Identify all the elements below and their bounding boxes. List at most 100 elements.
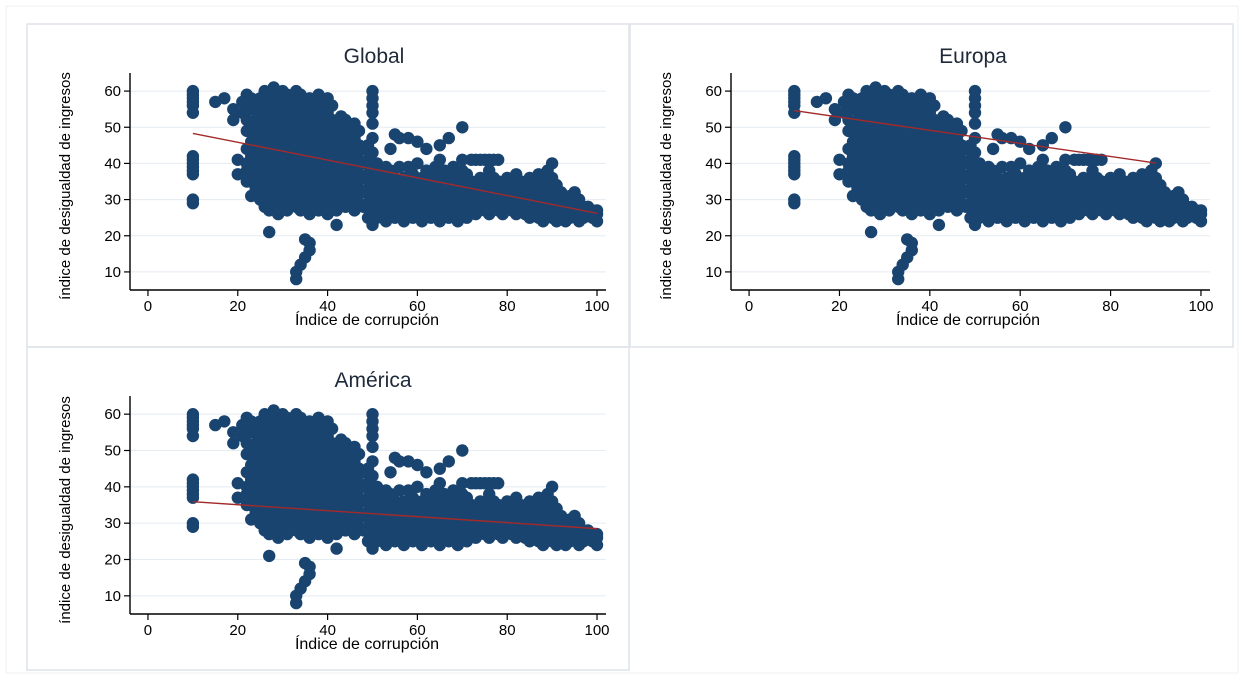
global-y-tick-label: 10 — [104, 264, 121, 281]
global-y-tick-label: 40 — [104, 155, 121, 172]
europa-scatter-point — [1036, 153, 1050, 166]
america-scatter-point — [456, 444, 469, 457]
europa-scatter-point — [928, 99, 941, 112]
global-y-tick-label: 30 — [104, 192, 121, 209]
europa-scatter-point — [788, 150, 801, 163]
europa-scatter-point — [1149, 157, 1163, 170]
global-scatter-point — [186, 150, 200, 163]
global-scatter-point — [366, 117, 379, 130]
europa-scatter-point — [864, 225, 878, 239]
europa-y-tick-label: 50 — [705, 119, 722, 136]
global-scatter-point — [411, 135, 424, 148]
global-scatter-point — [366, 84, 379, 98]
global-x-tick-label: 0 — [144, 298, 152, 315]
panel-america-y-label: índice de desigualdad de ingresos — [57, 396, 74, 624]
america-scatter-point — [366, 469, 379, 483]
global-scatter-point — [420, 142, 433, 156]
america-scatter-point — [352, 447, 366, 461]
global-x-tick-label: 40 — [319, 298, 336, 315]
europa-scatter-point — [1045, 131, 1059, 145]
europa-scatter-point — [1014, 157, 1027, 170]
america-scatter-point — [366, 440, 379, 454]
america-scatter-point — [366, 408, 379, 421]
global-scatter-point — [186, 193, 200, 206]
global-scatter-point — [330, 218, 343, 232]
america-y-tick-label: 30 — [104, 515, 121, 532]
europa-y-tick-label: 20 — [705, 228, 722, 245]
america-scatter-point — [545, 480, 559, 493]
global-scatter-point — [218, 92, 231, 105]
america-scatter-point — [590, 527, 604, 541]
global-scatter-point — [303, 236, 316, 250]
europa-scatter-point — [788, 193, 801, 206]
panel-europa-plot-area: 10 20 30 40 50 60 0 20 40 60 80 100 — [705, 73, 1213, 315]
america-scatter-point — [263, 549, 276, 563]
panel-europa-y-label: índice de desigualdad de ingresos — [658, 72, 675, 300]
panel-global-x-label: Índice de corrupción — [295, 310, 439, 329]
panel-global-plot-area: 10 20 30 40 50 60 0 20 40 60 80 100 — [104, 73, 610, 315]
europa-scatter-point — [905, 236, 918, 250]
america-scatter-point — [186, 473, 200, 486]
europa-x-tick-label: 100 — [1188, 298, 1213, 315]
europa-x-tick-label: 0 — [745, 298, 753, 315]
global-scatter-point — [263, 225, 276, 239]
america-scatter-point — [411, 458, 424, 472]
america-scatter-point — [186, 408, 200, 421]
global-scatter-point — [411, 157, 424, 170]
america-scatter-point — [411, 480, 424, 493]
global-y-tick-label: 20 — [104, 228, 121, 245]
global-scatter-point — [590, 204, 604, 217]
panel-europa-x-label: Índice de corrupción — [896, 310, 1040, 329]
global-fit-line — [192, 132, 598, 215]
america-x-tick-label: 0 — [144, 622, 152, 639]
america-y-tick-label: 10 — [104, 588, 121, 605]
america-x-tick-label: 40 — [319, 622, 336, 639]
europa-x-tick-label: 40 — [921, 298, 938, 315]
panel-america: América índice de desigualdad de ingreso… — [26, 346, 630, 671]
panel-america-x-label: Índice de corrupción — [295, 634, 439, 653]
europa-x-tick-label: 60 — [1012, 298, 1029, 315]
global-scatter-point — [393, 160, 406, 174]
global-x-tick-label: 100 — [585, 298, 610, 315]
europa-x-tick-label: 80 — [1102, 298, 1119, 315]
america-scatter-point — [227, 437, 240, 450]
global-scatter-point — [384, 142, 397, 156]
europa-scatter-point — [986, 142, 1000, 156]
europa-y-tick-label: 60 — [705, 83, 722, 100]
america-y-tick-label: 40 — [104, 479, 121, 496]
america-scatter-point — [325, 422, 339, 435]
europa-scatter-point — [968, 117, 982, 130]
america-scatter-point — [186, 517, 200, 530]
america-y-tick-label: 60 — [104, 406, 121, 423]
europa-scatter-point — [1059, 153, 1072, 166]
europa-scatter-point — [995, 160, 1009, 174]
global-x-tick-label: 60 — [409, 298, 426, 315]
europa-y-tick-label: 30 — [705, 192, 722, 209]
europa-scatter-point — [1059, 121, 1072, 134]
europa-scatter-point — [1036, 139, 1050, 152]
america-scatter-point — [433, 477, 446, 490]
panel-global-y-label: índice de desigualdad de ingresos — [57, 72, 74, 300]
panel-america-plot-area: 10 20 30 40 50 60 0 20 40 60 80 100 — [104, 396, 610, 639]
america-scatter-point — [492, 477, 505, 490]
panel-global-title: Global — [344, 45, 405, 68]
global-y-tick-label: 60 — [104, 83, 121, 100]
america-scatter-point — [442, 455, 455, 468]
america-scatter-point — [393, 455, 406, 468]
america-x-tick-label: 20 — [229, 622, 246, 639]
america-scatter-point — [303, 560, 316, 573]
america-x-tick-label: 60 — [409, 622, 426, 639]
america-y-tick-label: 50 — [104, 443, 121, 460]
global-scatter-point — [366, 146, 379, 159]
panel-america-title: América — [334, 369, 411, 392]
global-scatter-point — [186, 84, 200, 98]
europa-scatter-point — [1194, 204, 1208, 217]
global-x-tick-label: 80 — [499, 298, 516, 315]
europa-fit-line — [794, 109, 1156, 164]
panel-europa-title: Europa — [939, 45, 1007, 68]
global-scatter-point — [456, 121, 469, 134]
global-scatter-point — [433, 139, 446, 152]
panel-global: Global índice de desigualdad de ingresos… — [26, 23, 630, 348]
america-scatter-point — [393, 484, 406, 497]
europa-scatter-point — [1095, 153, 1108, 166]
